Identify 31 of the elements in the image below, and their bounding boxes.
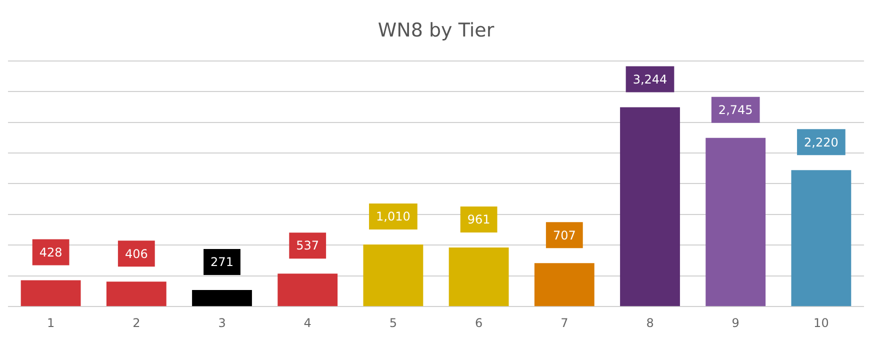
data-label: 707 bbox=[552, 228, 576, 242]
data-label: 406 bbox=[124, 246, 148, 261]
x-tick-label: 6 bbox=[474, 316, 483, 330]
bar bbox=[363, 244, 424, 306]
bar bbox=[20, 280, 81, 306]
x-tick-label: 8 bbox=[646, 316, 654, 330]
x-tick-label: 2 bbox=[132, 316, 140, 330]
data-label: 428 bbox=[39, 245, 62, 260]
bar bbox=[448, 248, 509, 306]
bar bbox=[192, 290, 252, 306]
x-tick-label: 1 bbox=[46, 316, 55, 330]
data-label: 961 bbox=[467, 212, 490, 227]
data-label: 1,010 bbox=[376, 210, 410, 224]
bar bbox=[706, 138, 766, 306]
bar bbox=[534, 263, 594, 306]
bar bbox=[791, 170, 852, 306]
data-label: 2,220 bbox=[804, 135, 838, 150]
data-label: 537 bbox=[296, 238, 320, 253]
x-tick-label: 9 bbox=[732, 316, 740, 330]
x-tick-label: 3 bbox=[218, 316, 226, 330]
bar bbox=[620, 107, 680, 306]
data-label: 271 bbox=[210, 255, 234, 270]
x-tick-label: 5 bbox=[389, 316, 398, 330]
chart-title: WN8 by Tier bbox=[378, 19, 494, 42]
x-tick-label: 10 bbox=[814, 316, 829, 330]
data-label: 3,244 bbox=[632, 72, 668, 86]
data-label: 2,745 bbox=[718, 103, 753, 118]
x-tick-label: 4 bbox=[304, 316, 312, 330]
bar bbox=[106, 282, 166, 306]
x-tick-label: 7 bbox=[560, 316, 568, 330]
bar bbox=[278, 274, 338, 306]
